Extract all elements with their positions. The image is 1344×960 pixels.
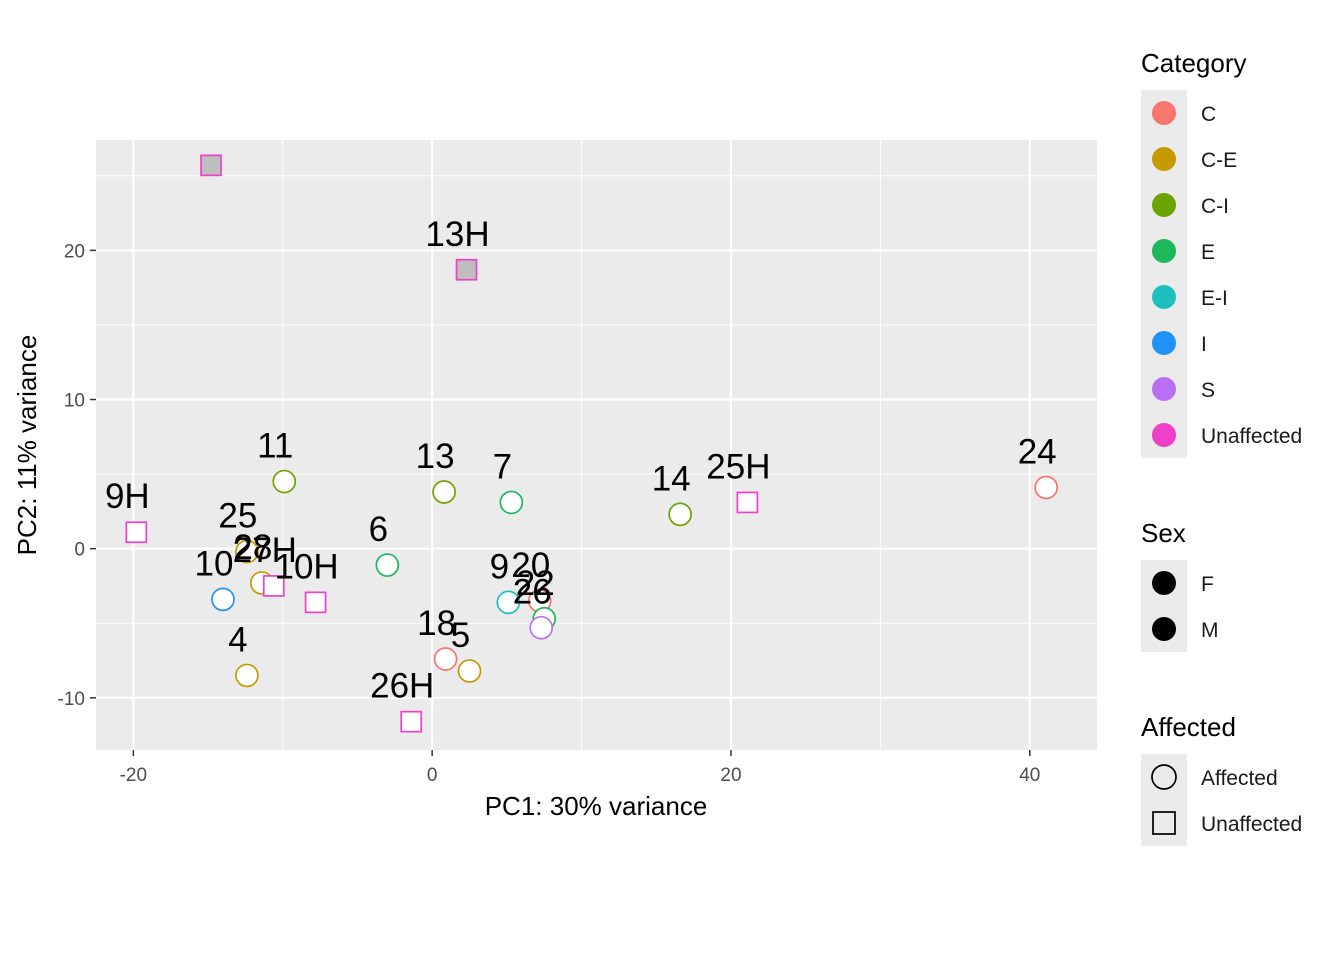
- point-label: 10H: [275, 547, 339, 586]
- legend-label: C-I: [1201, 195, 1229, 218]
- point-label: 7: [493, 447, 512, 486]
- legend-key-swatch: [1152, 423, 1176, 447]
- y-tick-label: -10: [58, 689, 85, 710]
- data-point-circle: [235, 663, 259, 688]
- legend-key-swatch: [1152, 285, 1176, 309]
- axes: -20 0 20 40 -10 0 10 20: [58, 241, 1041, 786]
- data-point-square: [304, 591, 327, 614]
- point-label: 18: [417, 604, 456, 643]
- point-label: 24: [1018, 433, 1057, 472]
- legend-key-swatch: [1152, 377, 1176, 401]
- point-label: 28: [233, 528, 272, 567]
- legend-label: E: [1201, 241, 1215, 264]
- data-point-circle: [499, 490, 524, 515]
- y-axis-title: PC2: 11% variance: [12, 335, 42, 556]
- legend-key-swatch: [1152, 617, 1176, 641]
- point-label: 26: [513, 573, 552, 612]
- grid-lines: [96, 140, 1097, 750]
- legend-key-swatch: [1152, 571, 1176, 595]
- x-tick-label: 0: [427, 765, 438, 786]
- legend-key-swatch: [1152, 147, 1176, 171]
- legend-key-swatch: [1152, 193, 1176, 217]
- data-point-circle: [496, 590, 521, 615]
- data-point-square: [200, 154, 222, 177]
- data-point-circle: [1034, 475, 1059, 500]
- legend-label: I: [1201, 333, 1207, 356]
- data-point-square: [262, 575, 285, 597]
- legend-label: Affected: [1201, 767, 1278, 790]
- y-tick-label: 10: [64, 391, 85, 412]
- point-label: 10: [195, 544, 234, 583]
- legend-title: Affected: [1141, 712, 1236, 742]
- point-label: 11: [257, 427, 293, 466]
- legend-key-swatch: [1152, 811, 1176, 835]
- legend-label: Unaffected: [1201, 813, 1302, 836]
- point-label: 25: [218, 497, 257, 536]
- legend-label: E-I: [1201, 287, 1228, 310]
- point-label: 9H: [105, 477, 150, 516]
- data-point-circle: [457, 659, 482, 683]
- point-label: 22: [516, 564, 555, 603]
- data-point-circle: [272, 469, 297, 494]
- point-label: 6: [369, 510, 388, 549]
- x-axis-title: PC1: 30% variance: [485, 791, 708, 821]
- legend-label: Unaffected: [1201, 425, 1302, 448]
- legend-key-background: [1141, 754, 1187, 846]
- point-label: 27H: [233, 531, 297, 570]
- data-point-circle: [432, 480, 456, 504]
- legends: Category C C-E C-I E E-I IS Unaffected Sex FM Affe…: [1141, 48, 1302, 846]
- data-point-circle: [529, 615, 554, 640]
- plot-panel: [96, 140, 1097, 750]
- legend-label: S: [1201, 379, 1215, 402]
- point-label: 20: [511, 546, 550, 585]
- point-label: 4: [228, 620, 247, 659]
- legend-title: Sex: [1141, 518, 1186, 548]
- data-point-circle: [375, 553, 400, 577]
- legend-label: C-E: [1201, 149, 1237, 172]
- legend-label: C: [1201, 103, 1216, 126]
- legend-label: F: [1201, 573, 1214, 596]
- data-point-square: [736, 491, 759, 514]
- x-tick-label: 20: [720, 765, 741, 786]
- point-label: 25H: [706, 447, 770, 486]
- legend-key-swatch: [1151, 764, 1177, 790]
- x-tick-label: -20: [120, 765, 147, 786]
- data-point-square: [125, 521, 148, 544]
- y-tick-label: 0: [74, 540, 85, 561]
- data-point-square: [455, 258, 478, 281]
- y-tick-label: 20: [64, 241, 85, 262]
- data-point-circle: [433, 647, 458, 671]
- legend-key-background: [1141, 90, 1187, 458]
- x-tick-label: 40: [1019, 765, 1040, 786]
- legend-key-swatch: [1152, 239, 1176, 263]
- data-point-square: [400, 710, 423, 733]
- data-point-circle: [668, 502, 693, 527]
- point-label: 13H: [425, 215, 489, 254]
- data-points: [125, 154, 1059, 733]
- legend-key-swatch: [1152, 101, 1176, 125]
- legend-key-swatch: [1152, 331, 1176, 355]
- point-label: 13: [416, 437, 455, 476]
- legend-title: Category: [1141, 48, 1247, 78]
- point-label: 5: [451, 616, 470, 655]
- legend-label: M: [1201, 619, 1219, 642]
- data-point-circle: [211, 587, 235, 612]
- point-label: 26H: [370, 667, 434, 706]
- data-point-circle: [235, 539, 259, 564]
- point-label: 9: [490, 547, 509, 586]
- point-label: 14: [652, 459, 691, 498]
